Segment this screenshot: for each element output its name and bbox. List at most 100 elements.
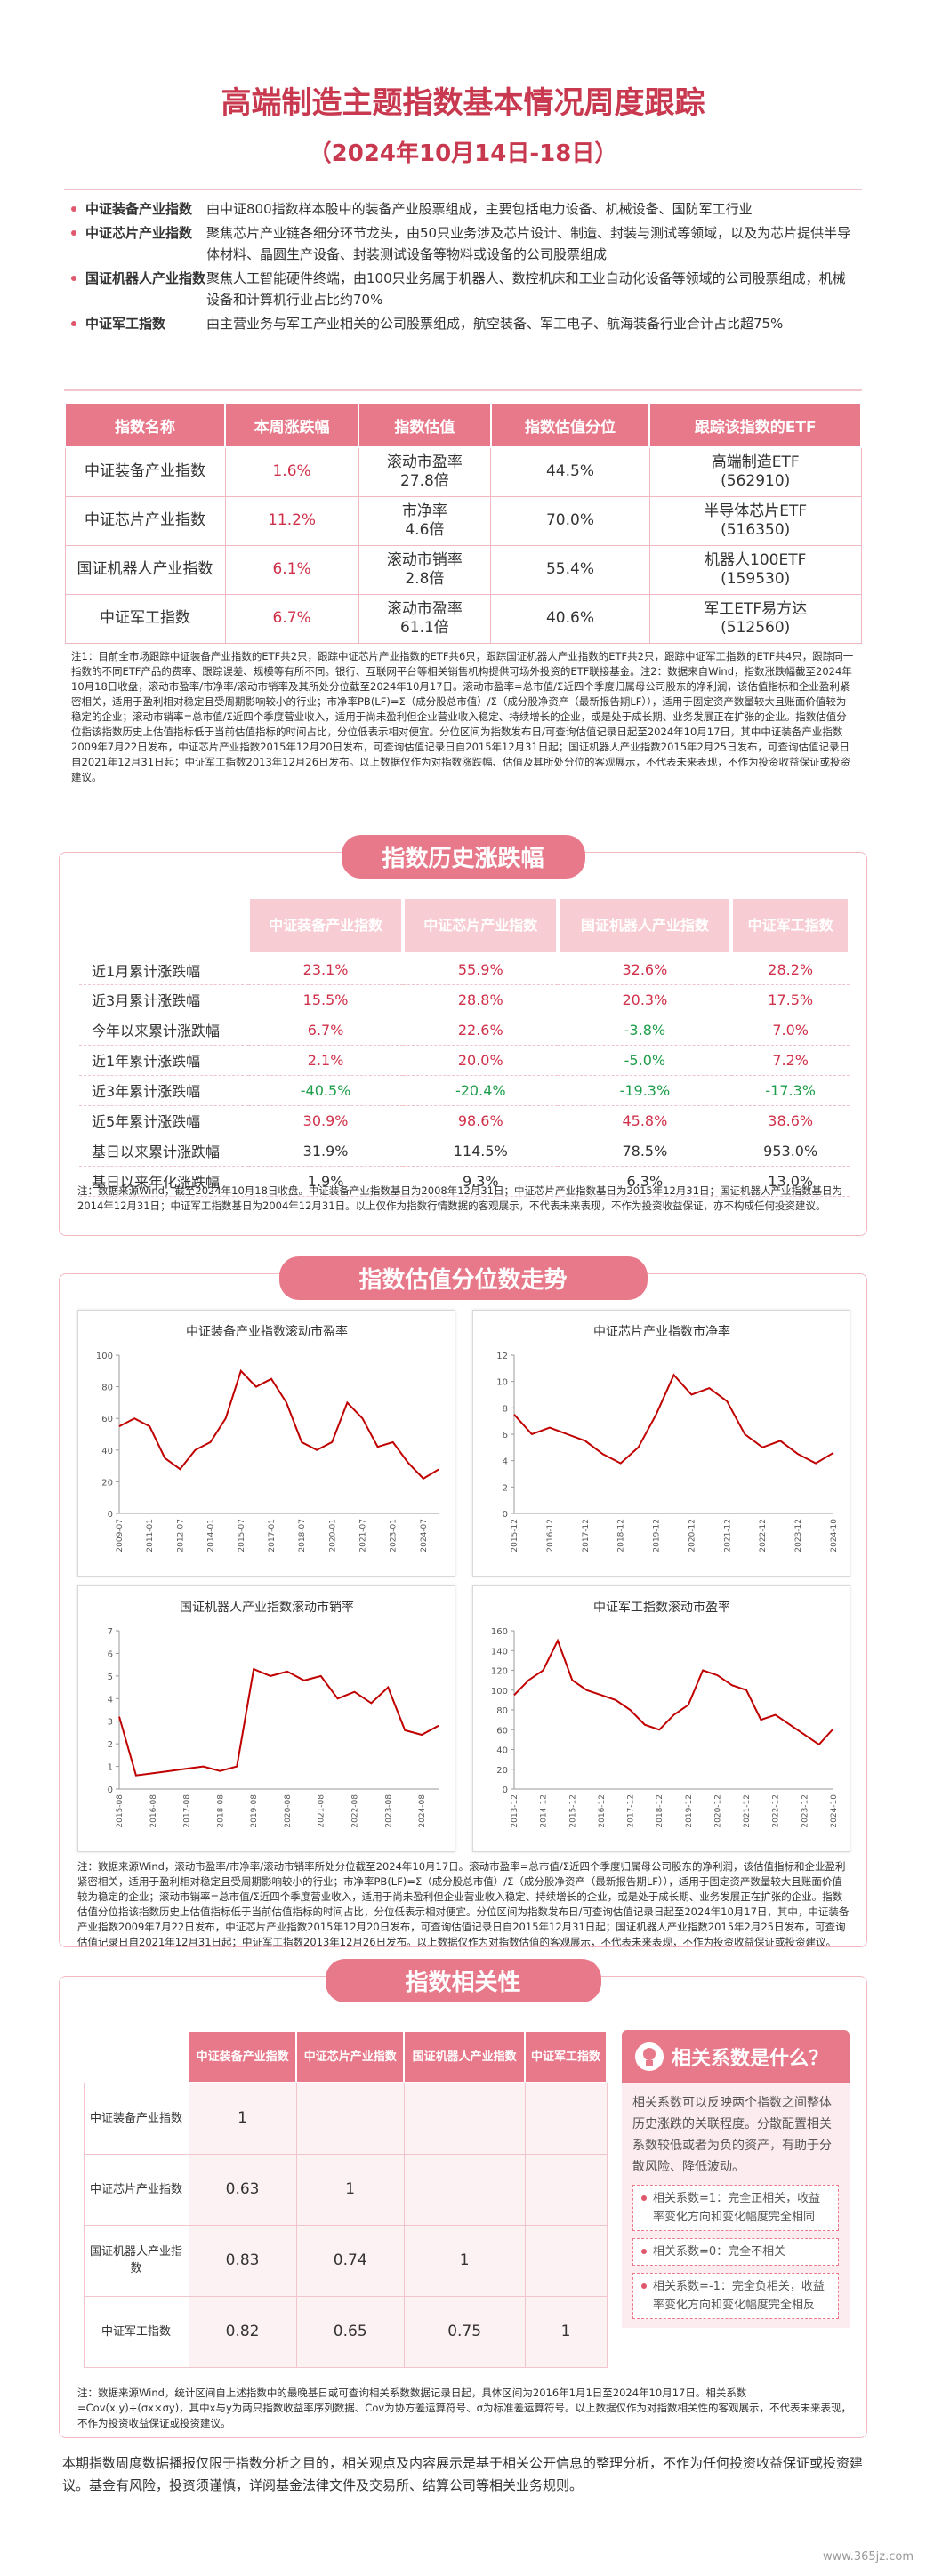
cell-value: 55.9% bbox=[403, 954, 559, 985]
percentile: 70.0% bbox=[490, 495, 650, 546]
cell-value: 953.0% bbox=[731, 1136, 850, 1167]
x-tick-label: 2024-10 bbox=[830, 1519, 839, 1553]
bulb-icon bbox=[635, 2042, 664, 2071]
valuation-value: 61.1倍 bbox=[399, 618, 449, 637]
table-row: 近1月累计涨跌幅 23.1% 55.9% 32.6% 28.2% bbox=[79, 954, 850, 985]
etf-code: (562910) bbox=[721, 471, 791, 490]
valuation-metric: 滚动市盈率 bbox=[386, 453, 463, 471]
valuation-metric: 滚动市销率 bbox=[386, 550, 463, 569]
x-tick-label: 2024-08 bbox=[418, 1794, 427, 1828]
percentile: 44.5% bbox=[490, 446, 650, 497]
percentile: 40.6% bbox=[490, 593, 650, 644]
cell-value: 7.2% bbox=[731, 1045, 850, 1076]
chart-title: 中证军工指数滚动市盈率 bbox=[593, 1600, 730, 1615]
line-chart: 中证军工指数滚动市盈率 0 20 40 60 80 100 120 140 160 2013-12 2… bbox=[491, 1600, 839, 1828]
x-tick-label: 2020-01 bbox=[328, 1519, 337, 1553]
correlation-value bbox=[524, 2082, 608, 2155]
table-row: 国证机器人产业指数 6.1% 滚动市销率 2.8倍 55.4% 机器人100ETF (159… bbox=[64, 544, 862, 595]
table-row: 中证装备产业指数 1.6% 滚动市盈率 27.8倍 44.5% 高端制造ETF (56291… bbox=[64, 446, 862, 497]
row-label: 近3年累计涨跌幅 bbox=[79, 1075, 248, 1106]
table-row: 中证军工指数 6.7% 滚动市盈率 61.1倍 40.6% 军工ETF易方达 (512560… bbox=[64, 593, 862, 644]
etf-code: (159530) bbox=[721, 569, 791, 588]
x-tick-label: 2021-12 bbox=[723, 1519, 732, 1553]
watermark: www.365jz.com bbox=[823, 2550, 914, 2564]
y-tick-label: 1 bbox=[108, 1763, 113, 1773]
chart-title: 中证芯片产业指数市净率 bbox=[593, 1324, 730, 1339]
cell-value: 6.7% bbox=[248, 1015, 404, 1046]
x-tick-label: 2015-08 bbox=[116, 1794, 125, 1828]
etf-cell: 机器人100ETF (159530) bbox=[648, 544, 862, 595]
chart-title: 中证装备产业指数滚动市盈率 bbox=[186, 1324, 348, 1339]
correlation-value bbox=[403, 2082, 526, 2155]
x-tick-label: 2016-08 bbox=[149, 1794, 158, 1828]
cell-value: -5.0% bbox=[558, 1045, 732, 1076]
correlation-table: 中证装备产业指数 中证芯片产业指数 国证机器人产业指数 中证军工指数 中证装备产业指数 1… bbox=[83, 2030, 608, 2368]
etf-name: 高端制造ETF bbox=[711, 453, 800, 471]
weekly-change: 11.2% bbox=[224, 495, 359, 546]
column-header: 中证装备产业指数 bbox=[246, 895, 406, 956]
line-chart: 中证装备产业指数滚动市盈率 0 20 40 60 80 100 2009-07 2011-01 2… bbox=[96, 1324, 439, 1553]
cell-value: 1.9% bbox=[248, 1166, 404, 1197]
history-table: 中证装备产业指数 中证芯片产业指数 国证机器人产业指数 中证军工指数 近1月累计涨跌幅 2… bbox=[77, 895, 851, 1197]
intro-label: 中证芯片产业指数 bbox=[64, 222, 206, 265]
table-row: 中证芯片产业指数 0.63 1 bbox=[83, 2153, 608, 2226]
correlation-value: 1 bbox=[524, 2295, 608, 2368]
etf-cell: 半导体芯片ETF (516350) bbox=[648, 495, 862, 546]
y-tick-label: 40 bbox=[496, 1746, 508, 1756]
y-tick-label: 80 bbox=[496, 1706, 508, 1716]
y-tick-label: 6 bbox=[503, 1431, 508, 1440]
correlation-section: 指数相关性 中证装备产业指数 中证芯片产业指数 国证机器人产业指数 中证军工指数 中证装… bbox=[59, 1959, 867, 2438]
intro-text: 由主营业务与军工产业相关的公司股票组成，航空装备、军工电子、航海装备行业合计占比… bbox=[206, 316, 784, 332]
y-tick-label: 60 bbox=[496, 1726, 508, 1736]
line-chart: 国证机器人产业指数滚动市销率 0 1 2 3 4 5 6 7 2015-08 2016-08 2017… bbox=[108, 1600, 439, 1828]
corner bbox=[83, 2030, 189, 2083]
section-title: 指数历史涨跌幅 bbox=[341, 835, 585, 879]
column-header: 本周涨跌幅 bbox=[223, 402, 360, 448]
table-row: 今年以来累计涨跌幅 6.7% 22.6% -3.8% 7.0% bbox=[79, 1015, 850, 1046]
x-tick-label: 2017-08 bbox=[183, 1794, 192, 1828]
intro-item: 中证装备产业指数 由中证800指数样本股中的装备产业股票组成，主要包括电力设备、机… bbox=[64, 198, 862, 220]
column-header: 跟踪该指数的ETF bbox=[648, 402, 862, 448]
x-tick-label: 2011-01 bbox=[146, 1519, 155, 1553]
correlation-value: 1 bbox=[188, 2082, 297, 2155]
x-tick-label: 2017-12 bbox=[582, 1519, 591, 1553]
explain-header: 相关系数是什么？ bbox=[622, 2030, 850, 2083]
section-title: 指数相关性 bbox=[325, 1959, 601, 2002]
y-tick-label: 0 bbox=[108, 1786, 113, 1795]
column-header: 指数名称 bbox=[64, 402, 226, 448]
y-tick-label: 140 bbox=[491, 1647, 508, 1657]
table-row: 近5年累计涨跌幅 30.9% 98.6% 45.8% 38.6% bbox=[79, 1105, 850, 1136]
x-tick-label: 2021-08 bbox=[318, 1794, 326, 1828]
cell-value: -3.8% bbox=[558, 1015, 732, 1046]
line-chart: 中证芯片产业指数市净率 0 2 4 6 8 10 12 2015-12 2016-12 2017-1… bbox=[496, 1324, 839, 1553]
intro-text: 聚焦人工智能硬件终端，由100只业务属于机器人、数控机床和工业自动化设备等领域的… bbox=[206, 270, 846, 308]
x-tick-label: 2023-01 bbox=[390, 1519, 399, 1553]
x-tick-label: 2017-01 bbox=[268, 1519, 277, 1553]
table-row: 中证芯片产业指数 11.2% 市净率 4.6倍 70.0% 半导体芯片ETF (516350… bbox=[64, 495, 862, 546]
y-tick-label: 7 bbox=[108, 1627, 113, 1637]
y-tick-label: 80 bbox=[101, 1384, 113, 1393]
y-tick-label: 8 bbox=[503, 1404, 508, 1414]
correlation-value: 0.74 bbox=[295, 2224, 405, 2297]
intro-list: 中证装备产业指数 由中证800指数样本股中的装备产业股票组成，主要包括电力设备、机… bbox=[64, 189, 862, 391]
y-tick-label: 20 bbox=[496, 1766, 508, 1776]
column-header: 国证机器人产业指数 bbox=[403, 2030, 526, 2083]
index-name: 中证军工指数 bbox=[64, 593, 226, 644]
intro-text: 聚焦芯片产业链各细分环节龙头，由50只业务涉及芯片设计、制造、封装与测试等领域，… bbox=[206, 225, 851, 262]
cell-value: -20.4% bbox=[403, 1075, 559, 1106]
x-tick-label: 2013-12 bbox=[511, 1794, 519, 1828]
cell-value: 32.6% bbox=[558, 954, 732, 985]
x-tick-label: 2018-07 bbox=[298, 1519, 307, 1553]
correlation-value bbox=[295, 2082, 405, 2155]
cell-value: 23.1% bbox=[248, 954, 404, 985]
x-tick-label: 2018-12 bbox=[617, 1519, 626, 1553]
row-label: 基日以来累计涨跌幅 bbox=[79, 1136, 248, 1167]
x-tick-label: 2018-08 bbox=[216, 1794, 225, 1828]
intro-item: 国证机器人产业指数 聚焦人工智能硬件终端，由100只业务属于机器人、数控机床和工业… bbox=[64, 268, 862, 310]
etf-code: (512560) bbox=[721, 618, 791, 637]
x-tick-label: 2016-12 bbox=[598, 1794, 607, 1828]
correlation-value: 0.83 bbox=[188, 2224, 297, 2297]
cell-value: 78.5% bbox=[558, 1136, 732, 1167]
row-label: 基日以来年化涨跌幅 bbox=[79, 1166, 248, 1197]
